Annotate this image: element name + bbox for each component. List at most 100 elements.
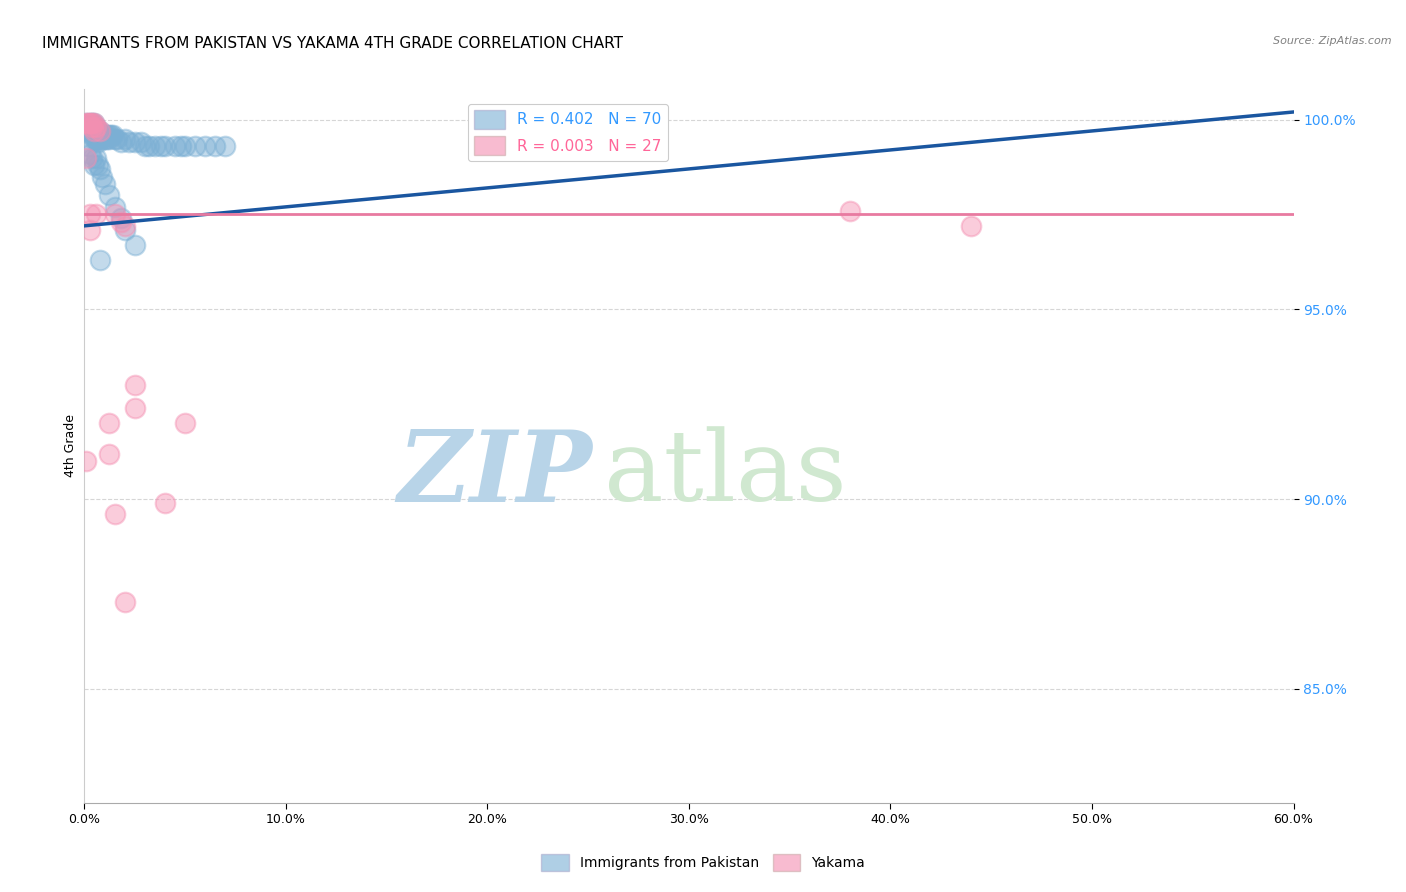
Point xyxy=(93,177,115,191)
Point xyxy=(87,136,110,150)
Point xyxy=(87,158,110,172)
Point xyxy=(77,120,100,135)
Point xyxy=(114,131,136,145)
Point xyxy=(75,116,97,130)
Point xyxy=(129,136,152,150)
Point xyxy=(86,131,108,145)
Point xyxy=(93,128,115,142)
Point xyxy=(77,139,100,153)
Point xyxy=(83,116,105,130)
Point xyxy=(105,131,128,145)
Point xyxy=(86,207,108,221)
Point xyxy=(82,128,104,142)
Point xyxy=(96,128,118,142)
Point xyxy=(83,128,105,142)
Point xyxy=(110,136,132,150)
Point xyxy=(83,158,105,172)
Point xyxy=(79,124,101,138)
Point xyxy=(110,215,132,229)
Point xyxy=(149,139,172,153)
Point xyxy=(83,120,105,135)
Point xyxy=(97,188,120,202)
Point xyxy=(82,151,104,165)
Point xyxy=(174,416,197,430)
Point xyxy=(75,454,97,468)
Point xyxy=(79,116,101,130)
Point xyxy=(100,128,122,142)
Point xyxy=(124,136,146,150)
Point xyxy=(86,128,108,142)
Point xyxy=(83,116,105,130)
Point xyxy=(75,151,97,165)
Point xyxy=(87,124,110,138)
Point xyxy=(110,211,132,226)
Point xyxy=(104,200,127,214)
Point xyxy=(82,124,104,138)
Point xyxy=(153,496,176,510)
Point xyxy=(77,124,100,138)
Point xyxy=(96,131,118,145)
Point xyxy=(114,219,136,233)
Point xyxy=(83,131,105,145)
Point xyxy=(82,116,104,130)
Point xyxy=(87,131,110,145)
Text: Source: ZipAtlas.com: Source: ZipAtlas.com xyxy=(1274,36,1392,45)
Point xyxy=(124,401,146,415)
Point xyxy=(75,116,97,130)
Point xyxy=(86,120,108,135)
Legend: Immigrants from Pakistan, Yakama: Immigrants from Pakistan, Yakama xyxy=(536,848,870,876)
Point xyxy=(124,237,146,252)
Point xyxy=(89,124,111,138)
Point xyxy=(83,124,105,138)
Point xyxy=(101,128,124,142)
Point xyxy=(79,207,101,221)
Y-axis label: 4th Grade: 4th Grade xyxy=(65,415,77,477)
Point xyxy=(143,139,166,153)
Point xyxy=(118,136,141,150)
Legend: R = 0.402   N = 70, R = 0.003   N = 27: R = 0.402 N = 70, R = 0.003 N = 27 xyxy=(468,104,668,161)
Point xyxy=(89,128,111,142)
Point xyxy=(83,124,105,138)
Point xyxy=(184,139,207,153)
Point xyxy=(114,594,136,608)
Point xyxy=(82,120,104,135)
Point xyxy=(97,416,120,430)
Text: atlas: atlas xyxy=(605,426,846,523)
Point xyxy=(104,131,127,145)
Point xyxy=(77,116,100,130)
Point xyxy=(97,131,120,145)
Point xyxy=(79,222,101,236)
Point xyxy=(138,139,160,153)
Point xyxy=(104,508,127,522)
Point xyxy=(839,203,862,218)
Point xyxy=(174,139,197,153)
Point xyxy=(91,131,114,145)
Point xyxy=(89,252,111,267)
Point xyxy=(960,219,983,233)
Point xyxy=(91,169,114,184)
Point xyxy=(97,447,120,461)
Text: IMMIGRANTS FROM PAKISTAN VS YAKAMA 4TH GRADE CORRELATION CHART: IMMIGRANTS FROM PAKISTAN VS YAKAMA 4TH G… xyxy=(42,36,623,51)
Point xyxy=(114,222,136,236)
Point xyxy=(79,120,101,135)
Point xyxy=(104,207,127,221)
Point xyxy=(86,151,108,165)
Point xyxy=(82,120,104,135)
Point xyxy=(134,139,156,153)
Point xyxy=(79,146,101,161)
Point xyxy=(204,139,226,153)
Point xyxy=(170,139,193,153)
Point xyxy=(194,139,217,153)
Point xyxy=(86,124,108,138)
Point xyxy=(153,139,176,153)
Point xyxy=(124,378,146,392)
Point xyxy=(89,124,111,138)
Point xyxy=(79,116,101,130)
Point xyxy=(82,116,104,130)
Point xyxy=(97,128,120,142)
Point xyxy=(93,131,115,145)
Point xyxy=(214,139,236,153)
Point xyxy=(89,131,111,145)
Text: ZIP: ZIP xyxy=(398,426,592,523)
Point xyxy=(87,128,110,142)
